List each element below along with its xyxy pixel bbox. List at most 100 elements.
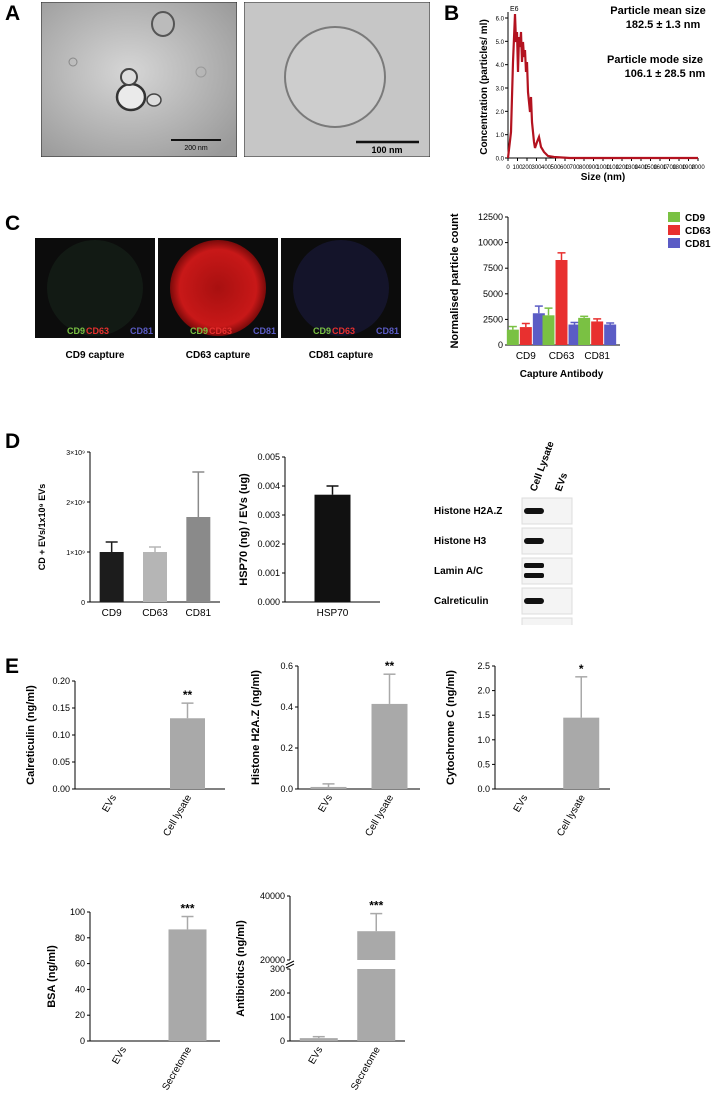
ytick-label: 2.5 <box>477 661 490 671</box>
bar-cd9 <box>99 552 124 602</box>
ytick-label: 0.000 <box>257 597 280 607</box>
bar-secretome <box>168 929 207 1041</box>
ytick-label: 20 <box>75 1010 85 1020</box>
ytick-label: 1.0 <box>477 735 490 745</box>
chart-capture-antibody: 0 2500 5000 7500 10000 12500 CD9 CD63 CD81 CD9 CD6… <box>449 212 711 380</box>
blot-col-evs: EVs <box>553 471 570 493</box>
chart-cytochrome-c: 0.0 0.5 1.0 1.5 2.0 2.5 EVs Cell lysate * Cytochr… <box>445 661 610 838</box>
scalebar-label-1: 200 nm <box>184 145 208 152</box>
nta-ytick-label: 4.0 <box>496 63 505 69</box>
ylabel: HSP70 (ng) / EVs (ug) <box>238 473 250 586</box>
ytick-label: 3×10⁹ <box>66 450 85 457</box>
c-bar-cd9-cd9 <box>506 329 519 345</box>
c-legend-label-cd9: CD9 <box>685 213 705 224</box>
nta-ytick-label: 6.0 <box>496 17 505 23</box>
ytick-label: 1×10⁹ <box>66 550 85 557</box>
nta-xtick-label: 400 <box>541 165 552 171</box>
bar-cd63 <box>143 552 167 602</box>
c-bar-cd9-cd81 <box>578 317 591 345</box>
ytick-label: 0.002 <box>257 539 280 549</box>
xtick-label: EVs <box>100 793 119 814</box>
nta-mode-label: Particle mode size <box>607 54 703 66</box>
bar-evs <box>299 1038 338 1041</box>
xtick-label: CD63 <box>142 608 168 619</box>
c-xtick-label: CD81 <box>584 351 610 362</box>
bar-cd81 <box>186 517 211 602</box>
xtick-label: Secretome <box>349 1045 383 1093</box>
xtick-label: EVs <box>307 1045 326 1066</box>
c-ytick-label: 5000 <box>483 289 503 299</box>
significance-marker: ** <box>385 659 395 673</box>
bar-cell-lysate <box>170 718 205 789</box>
xtick-label: CD81 <box>186 608 212 619</box>
blot-row-label-histone-h3: Histone H3 <box>434 536 487 547</box>
ytick-label: 100 <box>70 907 85 917</box>
nta-xtick-label: 1100 <box>606 165 620 171</box>
caption-cd63-capture: CD63 capture <box>185 350 251 361</box>
c-xtick-label: CD9 <box>516 351 536 362</box>
blot-row-label-calreticulin: Calreticulin <box>434 596 488 607</box>
xtick-label: EVs <box>110 1045 129 1066</box>
ytick-label: 2×10⁹ <box>66 500 85 507</box>
ytick-label: 300 <box>270 964 285 974</box>
stain-cd81-1: CD81 <box>130 326 153 336</box>
c-bar-cd63-cd63 <box>555 260 568 345</box>
ytick-label: 0 <box>80 1036 85 1046</box>
xtick-label: HSP70 <box>317 608 349 619</box>
ytick-label: 0.005 <box>257 452 280 462</box>
ytick-label: 0.05 <box>52 757 70 767</box>
ytick-label: 20000 <box>260 955 285 965</box>
nta-xtick-label: 1200 <box>615 165 629 171</box>
ytick-label: 80 <box>75 933 85 943</box>
stain-cd81-2: CD81 <box>253 326 276 336</box>
ytick-label: 0.15 <box>52 703 70 713</box>
bar-secretome-upper <box>357 931 396 960</box>
ytick-label: 0.001 <box>257 568 280 578</box>
ylabel: BSA (ng/ml) <box>46 945 58 1008</box>
ytick-label: 0.5 <box>477 759 490 769</box>
bar-cell-lysate <box>371 703 408 789</box>
stain-cd63-3: CD63 <box>332 326 355 336</box>
blot-col-cell-lysate: Cell Lysate <box>528 440 556 493</box>
ytick-label: 100 <box>270 1012 285 1022</box>
scalebar-label-2: 100 nm <box>371 145 402 155</box>
nta-xtick-label: 1400 <box>634 165 648 171</box>
c-legend-label-cd63: CD63 <box>685 226 711 237</box>
bar-hsp70 <box>314 494 351 602</box>
ytick-label: 0.6 <box>280 661 293 671</box>
stain-cd9-3: CD9 <box>313 326 331 336</box>
nta-ylabel: Concentration (particles/ ml) <box>479 19 490 155</box>
c-legend-label-cd81: CD81 <box>685 239 711 250</box>
c-ylabel: Normalised particle count <box>449 213 461 348</box>
ytick-label: 40 <box>75 984 85 994</box>
ylabel: Antibiotics (ng/ml) <box>235 920 247 1017</box>
ytick-label: 0 <box>81 600 85 607</box>
ytick-label: 40000 <box>260 891 285 901</box>
ylabel: Histone H2A.Z (ng/ml) <box>250 670 262 785</box>
panel-label-e: E <box>5 655 20 678</box>
nta-xtick-label: 1000 <box>596 165 610 171</box>
stain-cd63-1: CD63 <box>86 326 109 336</box>
ytick-label: 0.2 <box>280 743 293 753</box>
ylabel: CD + EVs/1x10⁹ EVs <box>37 484 47 571</box>
panel-label-a: A <box>5 2 21 25</box>
nta-ytick-label: 0.0 <box>496 157 505 163</box>
tem-image-1: 200 nm <box>41 2 237 157</box>
nta-xtick-label: 800 <box>579 165 590 171</box>
ylabel: Cytochrome C (ng/ml) <box>445 670 457 785</box>
stain-cd81-3: CD81 <box>376 326 399 336</box>
bar-cell-lysate <box>563 717 600 789</box>
nta-ytick-label: 5.0 <box>496 40 505 46</box>
blot-band <box>524 573 544 578</box>
nta-xtick-label: 1500 <box>644 165 658 171</box>
bar-evs <box>310 786 347 789</box>
bar-secretome-lower <box>357 969 396 1041</box>
fluor-image-cd9: CD9 CD63 CD81 <box>35 238 155 338</box>
xtick-label: CD9 <box>102 608 122 619</box>
panel-label-c: C <box>5 212 21 235</box>
nta-xtick-label: 1600 <box>653 165 667 171</box>
ytick-label: 200 <box>270 988 285 998</box>
stain-cd9-1: CD9 <box>67 326 85 336</box>
ytick-label: 60 <box>75 959 85 969</box>
